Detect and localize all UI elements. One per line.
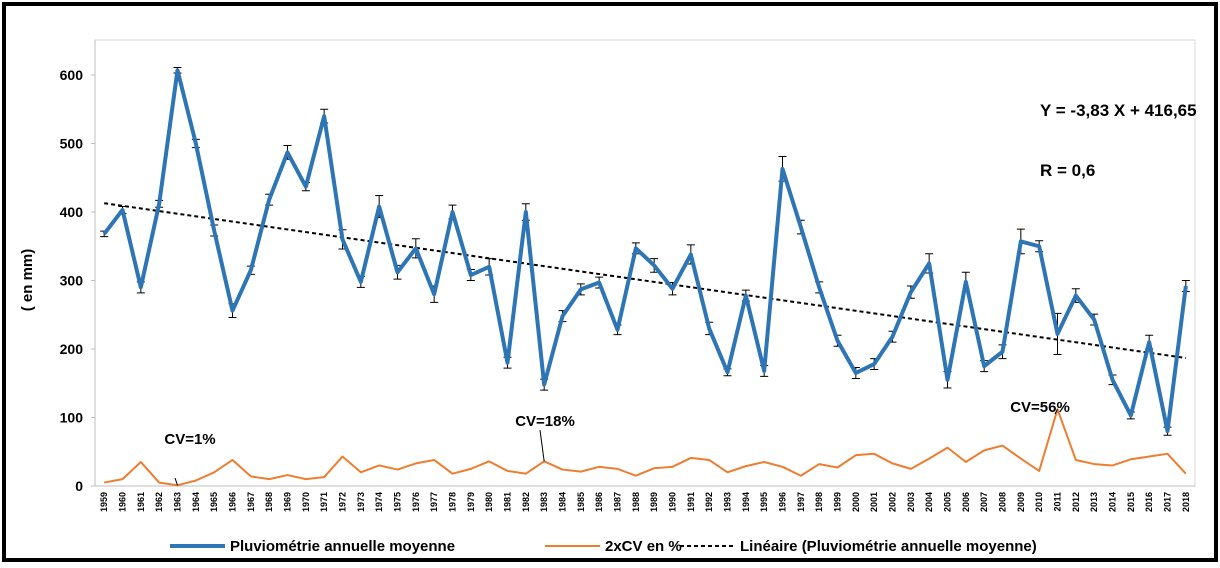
x-tick-label: 1992 bbox=[704, 492, 714, 512]
y-tick-label: 100 bbox=[60, 410, 84, 426]
x-tick-label: 2018 bbox=[1181, 492, 1191, 512]
y-tick-label: 200 bbox=[60, 341, 84, 357]
x-tick-label: 2005 bbox=[943, 492, 953, 512]
y-tick-label: 300 bbox=[60, 273, 84, 289]
x-tick-label: 1997 bbox=[796, 492, 806, 512]
x-tick-label: 1994 bbox=[741, 492, 751, 512]
annotation: CV=1% bbox=[164, 431, 215, 448]
x-tick-label: 1975 bbox=[393, 492, 403, 512]
x-tick-label: 2015 bbox=[1126, 492, 1136, 512]
y-tick-label: 0 bbox=[75, 478, 83, 494]
x-tick-label: 1964 bbox=[191, 492, 201, 512]
x-tick-label: 2013 bbox=[1089, 492, 1099, 512]
x-tick-label: 1965 bbox=[209, 492, 219, 512]
x-tick-label: 1977 bbox=[429, 492, 439, 512]
x-tick-label: 1984 bbox=[558, 492, 568, 512]
x-tick-label: 2012 bbox=[1071, 492, 1081, 512]
x-tick-label: 1962 bbox=[154, 492, 164, 512]
y-axis-label: ( en mm) bbox=[19, 249, 36, 312]
x-tick-label: 1972 bbox=[338, 492, 348, 512]
x-tick-label: 1987 bbox=[613, 492, 623, 512]
x-tick-label: 2000 bbox=[851, 492, 861, 512]
trend-line bbox=[104, 202, 1186, 359]
x-tick-label: 1991 bbox=[686, 492, 696, 512]
x-tick-label: 1982 bbox=[521, 492, 531, 512]
annotation: CV=18% bbox=[515, 413, 575, 430]
x-tick-label: 2007 bbox=[979, 492, 989, 512]
x-tick-label: 2011 bbox=[1053, 492, 1063, 512]
x-tick-label: 1998 bbox=[814, 492, 824, 512]
annotation: R = 0,6 bbox=[1040, 161, 1095, 180]
x-tick-label: 1968 bbox=[264, 492, 274, 512]
x-tick-label: 1980 bbox=[484, 492, 494, 512]
x-tick-label: 1967 bbox=[246, 492, 256, 512]
y-tick-label: 500 bbox=[60, 136, 84, 152]
annotation-pointer bbox=[1054, 409, 1058, 415]
annotation-pointer bbox=[539, 429, 545, 462]
y-tick-label: 400 bbox=[60, 204, 84, 220]
x-tick-label: 1959 bbox=[99, 492, 109, 512]
annotation: Y = -3,83 X + 416,65 bbox=[1040, 101, 1197, 120]
x-tick-label: 1981 bbox=[503, 492, 513, 512]
x-tick-label: 1996 bbox=[778, 492, 788, 512]
x-tick-label: 1979 bbox=[466, 492, 476, 512]
x-tick-label: 1969 bbox=[283, 492, 293, 512]
x-tick-label: 2017 bbox=[1163, 492, 1173, 512]
x-tick-label: 2009 bbox=[1016, 492, 1026, 512]
legend-label: Pluviométrie annuelle moyenne bbox=[230, 538, 455, 555]
x-tick-label: 1993 bbox=[723, 492, 733, 512]
x-tick-label: 1971 bbox=[319, 492, 329, 512]
series-line bbox=[102, 68, 1188, 434]
x-tick-label: 2003 bbox=[906, 492, 916, 512]
x-tick-label: 1985 bbox=[576, 492, 586, 512]
x-tick-label: 1973 bbox=[356, 492, 366, 512]
legend-label: 2xCV en % bbox=[605, 538, 682, 555]
series-line bbox=[103, 408, 1187, 487]
x-tick-label: 1974 bbox=[374, 492, 384, 512]
x-tick-label: 1999 bbox=[833, 492, 843, 512]
x-tick-label: 1988 bbox=[631, 492, 641, 512]
x-tick-label: 2014 bbox=[1108, 492, 1118, 512]
x-tick-label: 1989 bbox=[649, 492, 659, 512]
x-tick-label: 1960 bbox=[118, 492, 128, 512]
annotation: CV=56% bbox=[1010, 399, 1070, 416]
x-tick-label: 2006 bbox=[961, 492, 971, 512]
legend-label: Linéaire (Pluviométrie annuelle moyenne) bbox=[740, 538, 1037, 555]
x-tick-label: 1970 bbox=[301, 492, 311, 512]
x-tick-label: 1978 bbox=[448, 492, 458, 512]
x-tick-label: 1995 bbox=[759, 492, 769, 512]
x-tick-label: 2004 bbox=[924, 492, 934, 512]
x-tick-label: 1966 bbox=[228, 492, 238, 512]
x-tick-label: 2001 bbox=[869, 492, 879, 512]
x-tick-label: 1990 bbox=[668, 492, 678, 512]
x-tick-label: 2008 bbox=[998, 492, 1008, 512]
x-tick-label: 1961 bbox=[136, 492, 146, 512]
x-tick-label: 1963 bbox=[173, 492, 183, 512]
plot-area bbox=[94, 39, 1196, 487]
annotation-pointer bbox=[174, 477, 178, 486]
x-tick-label: 1983 bbox=[539, 492, 549, 512]
x-tick-label: 2002 bbox=[888, 492, 898, 512]
x-tick-label: 1976 bbox=[411, 492, 421, 512]
x-tick-label: 1986 bbox=[594, 492, 604, 512]
x-tick-label: 2010 bbox=[1034, 492, 1044, 512]
y-tick-label: 600 bbox=[60, 67, 84, 83]
x-tick-label: 2016 bbox=[1144, 492, 1154, 512]
